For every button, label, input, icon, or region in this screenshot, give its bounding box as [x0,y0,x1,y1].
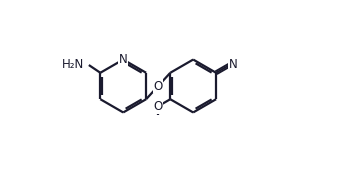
Text: O: O [154,79,163,93]
Text: N: N [228,58,237,71]
Text: H₂N: H₂N [62,58,84,71]
Text: O: O [153,100,162,113]
Text: N: N [119,53,128,66]
